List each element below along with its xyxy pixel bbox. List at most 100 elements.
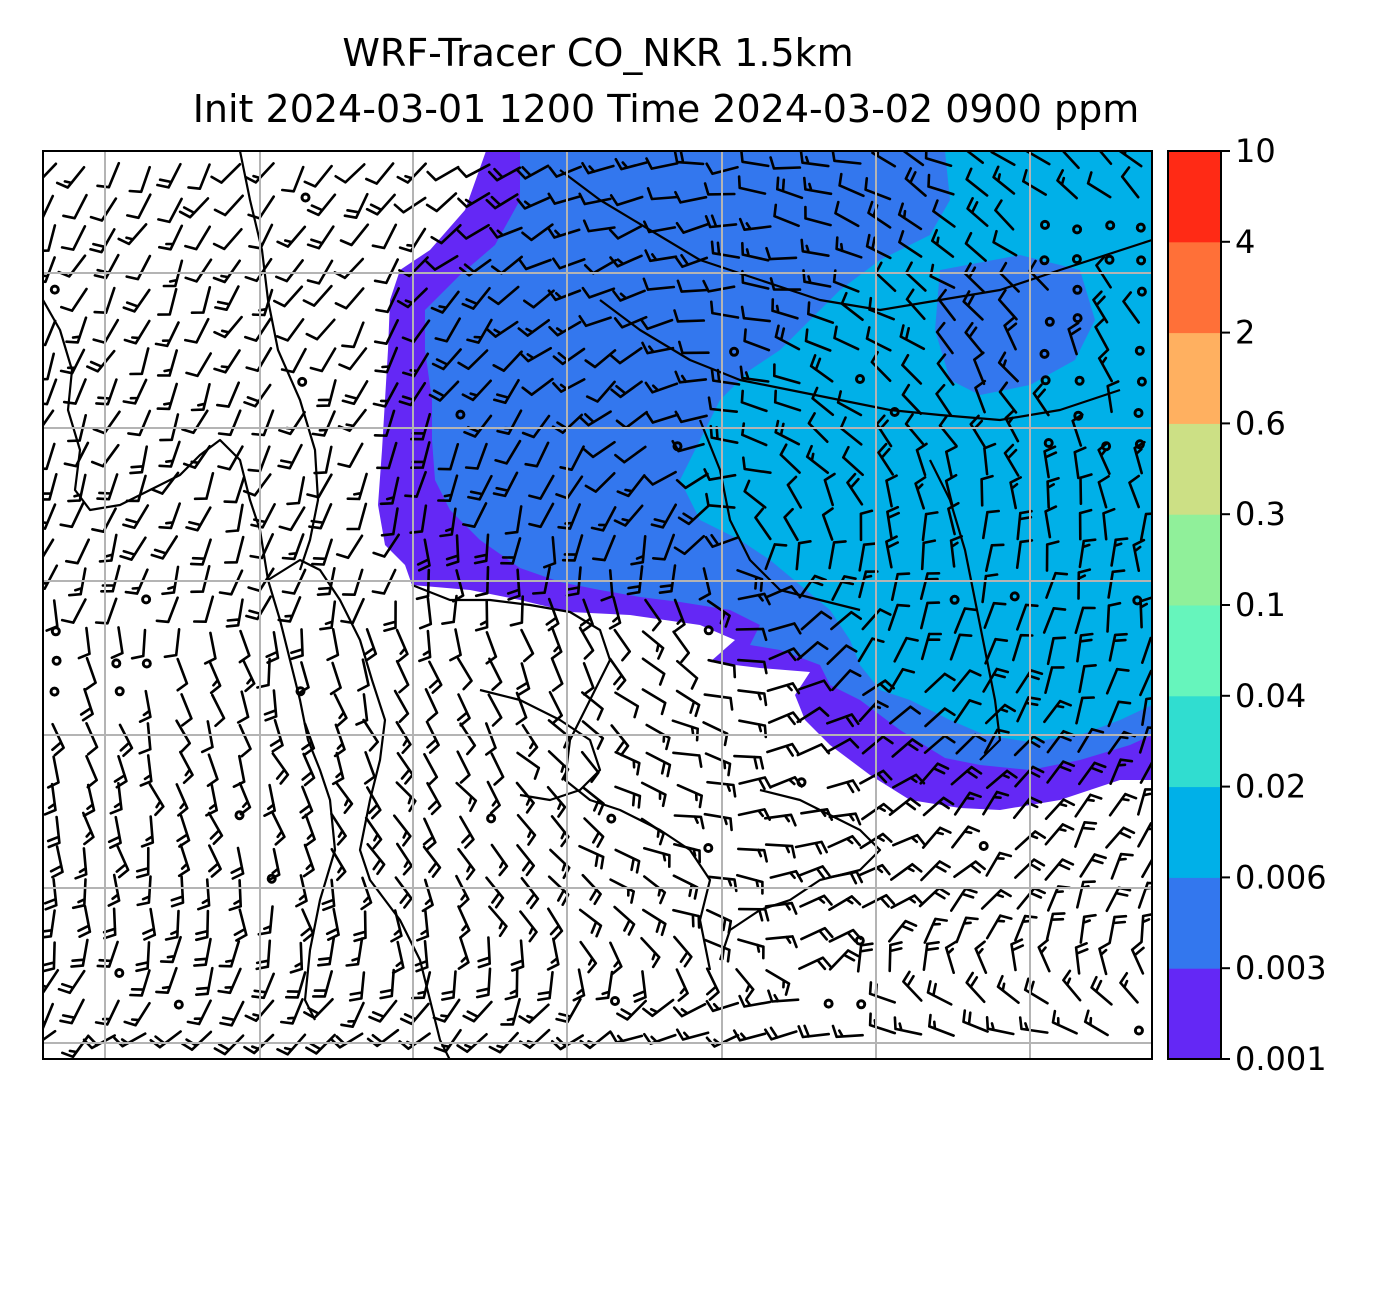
wind-barb [455, 781, 478, 813]
calm-wind-circle [234, 810, 245, 821]
wind-barb [998, 261, 1020, 293]
calm-wind-circle [49, 686, 60, 697]
wind-barb [383, 600, 397, 632]
wind-barb [150, 535, 178, 560]
wind-barb [368, 999, 398, 1023]
wind-barb [920, 601, 941, 630]
wind-barb [300, 908, 315, 942]
wind-barb [857, 637, 885, 663]
wind-barb [176, 657, 189, 692]
wind-barb [281, 165, 305, 193]
wind-barb [742, 456, 772, 474]
wind-barb [592, 534, 616, 562]
wind-barb [546, 786, 567, 818]
wind-barb [186, 999, 212, 1026]
wind-barb [211, 693, 226, 728]
wind-barb [705, 1000, 740, 1013]
wind-barb [366, 843, 386, 876]
wind-barb [889, 705, 921, 725]
wind-barb [311, 538, 333, 566]
calm-wind-circle [1133, 408, 1144, 418]
wind-barb [1109, 758, 1134, 785]
wind-barb [457, 847, 476, 881]
wind-barb [364, 816, 383, 850]
wind-barb [190, 565, 211, 594]
wind-barb [316, 379, 337, 408]
wind-barb [675, 1028, 710, 1041]
wind-barb [338, 347, 368, 371]
wind-barb [1098, 941, 1111, 976]
wind-barb [581, 786, 605, 816]
wind-barb [1078, 664, 1097, 694]
wind-barb [608, 596, 622, 630]
wind-barb [115, 844, 130, 879]
wind-barb [424, 688, 439, 722]
wind-barb [380, 507, 399, 537]
calm-wind-circle [1040, 219, 1050, 230]
border-line-center [698, 419, 861, 612]
wind-barb [492, 471, 519, 498]
wind-barb [923, 734, 956, 754]
wind-barb [805, 444, 829, 474]
wind-barb [189, 538, 212, 566]
wind-barb [783, 507, 799, 542]
wind-barb [639, 318, 674, 331]
wind-barb [1083, 1009, 1109, 1037]
wind-barb [643, 846, 671, 868]
wind-barb [518, 346, 552, 363]
wind-barb [277, 596, 302, 623]
wind-barb [640, 817, 665, 846]
colorbar-segment [1168, 332, 1221, 424]
wind-barb [763, 813, 797, 827]
wind-barb [937, 288, 956, 322]
wind-barb [1141, 697, 1152, 726]
wind-barb [897, 202, 923, 231]
wind-barb [1107, 700, 1132, 728]
wind-barb [836, 390, 863, 417]
calm-wind-circle [856, 999, 867, 1010]
wind-barb [517, 319, 550, 337]
wind-barb [905, 288, 926, 321]
colorbar-segment [1168, 423, 1221, 515]
wind-barb [216, 381, 240, 408]
wind-barb [308, 503, 333, 530]
wind-barb [55, 166, 86, 189]
wind-barb [982, 790, 1010, 816]
wind-barb [831, 669, 862, 691]
wind-barb [840, 291, 864, 321]
wind-barb [1046, 636, 1067, 666]
wind-barb [578, 315, 612, 328]
calm-wind-circle [297, 376, 308, 387]
calm-wind-circle [703, 625, 714, 636]
wind-barb [396, 162, 427, 184]
wind-barb [1004, 409, 1020, 443]
wind-barb [238, 723, 252, 758]
wind-barb [422, 845, 442, 878]
wind-barb [885, 535, 899, 569]
wind-barb [704, 752, 732, 777]
colorbar-segment [1168, 968, 1221, 1060]
wind-barb [330, 848, 347, 882]
wind-barb [43, 941, 56, 973]
wind-barb [241, 658, 256, 693]
wind-barb [345, 937, 364, 967]
wind-barb [888, 919, 918, 943]
wind-barb [474, 599, 489, 632]
wind-barb [187, 163, 211, 190]
wind-barb [340, 597, 365, 625]
wind-barb [924, 151, 953, 167]
wind-barb [109, 782, 123, 815]
wind-barb [579, 598, 594, 633]
wind-barb [737, 175, 767, 195]
calm-wind-circle [486, 813, 497, 824]
wind-barb [1141, 636, 1152, 664]
wind-barb [1043, 699, 1072, 724]
wind-barb [506, 568, 521, 601]
calm-wind-circle [295, 686, 306, 697]
wind-barb [96, 161, 121, 189]
wind-barb [828, 949, 860, 971]
wind-barb [125, 474, 147, 503]
wind-barb [281, 533, 305, 561]
wind-barb [735, 968, 755, 1000]
wind-barb [437, 443, 460, 471]
